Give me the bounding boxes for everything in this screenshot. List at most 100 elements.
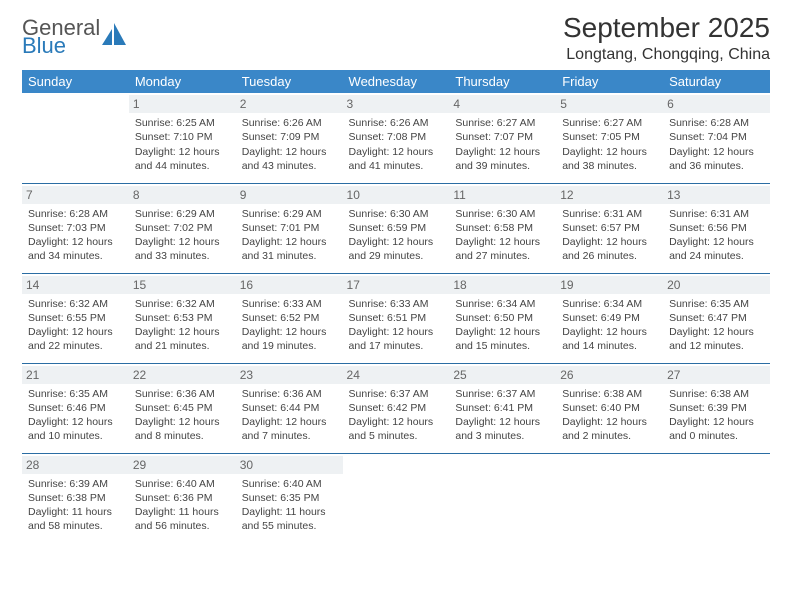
- sunrise-text: Sunrise: 6:36 AM: [242, 387, 339, 401]
- logo-text: General Blue: [22, 18, 100, 56]
- sunset-text: Sunset: 6:49 PM: [562, 311, 659, 325]
- day2-text: and 2 minutes.: [562, 429, 659, 443]
- day1-text: Daylight: 12 hours: [455, 145, 552, 159]
- day2-text: and 55 minutes.: [242, 519, 339, 533]
- header: General Blue September 2025 Longtang, Ch…: [22, 12, 770, 64]
- day-cell: 8Sunrise: 6:29 AMSunset: 7:02 PMDaylight…: [129, 183, 236, 273]
- day-cell: 29Sunrise: 6:40 AMSunset: 6:36 PMDayligh…: [129, 453, 236, 543]
- day-cell: 10Sunrise: 6:30 AMSunset: 6:59 PMDayligh…: [343, 183, 450, 273]
- sunset-text: Sunset: 6:55 PM: [28, 311, 125, 325]
- day1-text: Daylight: 12 hours: [669, 235, 766, 249]
- week-row: 7Sunrise: 6:28 AMSunset: 7:03 PMDaylight…: [22, 183, 770, 273]
- day-cell: 28Sunrise: 6:39 AMSunset: 6:38 PMDayligh…: [22, 453, 129, 543]
- weekday-saturday: Saturday: [663, 70, 770, 93]
- sunrise-text: Sunrise: 6:34 AM: [562, 297, 659, 311]
- week-row: 28Sunrise: 6:39 AMSunset: 6:38 PMDayligh…: [22, 453, 770, 543]
- sunset-text: Sunset: 7:02 PM: [135, 221, 232, 235]
- day-number: 25: [449, 366, 556, 384]
- day2-text: and 56 minutes.: [135, 519, 232, 533]
- month-title: September 2025: [563, 12, 770, 44]
- day2-text: and 44 minutes.: [135, 159, 232, 173]
- sunrise-text: Sunrise: 6:39 AM: [28, 477, 125, 491]
- day1-text: Daylight: 12 hours: [135, 235, 232, 249]
- sunset-text: Sunset: 7:04 PM: [669, 130, 766, 144]
- day1-text: Daylight: 12 hours: [242, 325, 339, 339]
- day1-text: Daylight: 12 hours: [349, 415, 446, 429]
- day2-text: and 7 minutes.: [242, 429, 339, 443]
- sunrise-text: Sunrise: 6:35 AM: [669, 297, 766, 311]
- day-cell: 9Sunrise: 6:29 AMSunset: 7:01 PMDaylight…: [236, 183, 343, 273]
- day-number: 23: [236, 366, 343, 384]
- day2-text: and 22 minutes.: [28, 339, 125, 353]
- day2-text: and 41 minutes.: [349, 159, 446, 173]
- sunset-text: Sunset: 7:08 PM: [349, 130, 446, 144]
- sunset-text: Sunset: 6:35 PM: [242, 491, 339, 505]
- day2-text: and 0 minutes.: [669, 429, 766, 443]
- day2-text: and 14 minutes.: [562, 339, 659, 353]
- location: Longtang, Chongqing, China: [563, 46, 770, 64]
- day-cell: 23Sunrise: 6:36 AMSunset: 6:44 PMDayligh…: [236, 363, 343, 453]
- sunset-text: Sunset: 6:46 PM: [28, 401, 125, 415]
- sunrise-text: Sunrise: 6:32 AM: [135, 297, 232, 311]
- sunset-text: Sunset: 6:40 PM: [562, 401, 659, 415]
- day2-text: and 33 minutes.: [135, 249, 232, 263]
- day-cell: 18Sunrise: 6:34 AMSunset: 6:50 PMDayligh…: [449, 273, 556, 363]
- sunset-text: Sunset: 6:38 PM: [28, 491, 125, 505]
- day-number: 1: [129, 95, 236, 113]
- sunrise-text: Sunrise: 6:35 AM: [28, 387, 125, 401]
- day2-text: and 39 minutes.: [455, 159, 552, 173]
- day-number: 26: [556, 366, 663, 384]
- sunset-text: Sunset: 6:56 PM: [669, 221, 766, 235]
- day-number: 10: [343, 186, 450, 204]
- sails-icon: [102, 23, 128, 50]
- sunrise-text: Sunrise: 6:36 AM: [135, 387, 232, 401]
- sunset-text: Sunset: 6:47 PM: [669, 311, 766, 325]
- day1-text: Daylight: 12 hours: [242, 415, 339, 429]
- weekday-friday: Friday: [556, 70, 663, 93]
- day-number: 19: [556, 276, 663, 294]
- day-cell: 13Sunrise: 6:31 AMSunset: 6:56 PMDayligh…: [663, 183, 770, 273]
- day-cell: 17Sunrise: 6:33 AMSunset: 6:51 PMDayligh…: [343, 273, 450, 363]
- day-number: 21: [22, 366, 129, 384]
- day2-text: and 21 minutes.: [135, 339, 232, 353]
- sunrise-text: Sunrise: 6:26 AM: [242, 116, 339, 130]
- day1-text: Daylight: 12 hours: [669, 415, 766, 429]
- sunrise-text: Sunrise: 6:27 AM: [455, 116, 552, 130]
- logo: General Blue: [22, 18, 128, 56]
- week-row: 21Sunrise: 6:35 AMSunset: 6:46 PMDayligh…: [22, 363, 770, 453]
- sunset-text: Sunset: 6:50 PM: [455, 311, 552, 325]
- day2-text: and 10 minutes.: [28, 429, 125, 443]
- day-cell: 19Sunrise: 6:34 AMSunset: 6:49 PMDayligh…: [556, 273, 663, 363]
- sunset-text: Sunset: 6:59 PM: [349, 221, 446, 235]
- day-number: 8: [129, 186, 236, 204]
- weekday-tuesday: Tuesday: [236, 70, 343, 93]
- sunset-text: Sunset: 6:42 PM: [349, 401, 446, 415]
- sunset-text: Sunset: 7:01 PM: [242, 221, 339, 235]
- day-cell: 14Sunrise: 6:32 AMSunset: 6:55 PMDayligh…: [22, 273, 129, 363]
- day-cell: 22Sunrise: 6:36 AMSunset: 6:45 PMDayligh…: [129, 363, 236, 453]
- week-row: 14Sunrise: 6:32 AMSunset: 6:55 PMDayligh…: [22, 273, 770, 363]
- day-cell: 21 Sunrise: 6:35 AMSunset: 6:46 PMDayligh…: [22, 363, 129, 453]
- day-number: 15: [129, 276, 236, 294]
- day1-text: Daylight: 12 hours: [562, 235, 659, 249]
- week-row: 1Sunrise: 6:25 AMSunset: 7:10 PMDaylight…: [22, 93, 770, 183]
- day1-text: Daylight: 12 hours: [28, 415, 125, 429]
- day-cell: 16Sunrise: 6:33 AMSunset: 6:52 PMDayligh…: [236, 273, 343, 363]
- day2-text: and 38 minutes.: [562, 159, 659, 173]
- sunrise-text: Sunrise: 6:30 AM: [455, 207, 552, 221]
- day1-text: Daylight: 11 hours: [135, 505, 232, 519]
- sunset-text: Sunset: 7:10 PM: [135, 130, 232, 144]
- day-number: 5: [556, 95, 663, 113]
- day-cell: 6Sunrise: 6:28 AMSunset: 7:04 PMDaylight…: [663, 93, 770, 183]
- sunrise-text: Sunrise: 6:33 AM: [349, 297, 446, 311]
- day-cell: 3Sunrise: 6:26 AMSunset: 7:08 PMDaylight…: [343, 93, 450, 183]
- day2-text: and 15 minutes.: [455, 339, 552, 353]
- day1-text: Daylight: 12 hours: [455, 235, 552, 249]
- sunrise-text: Sunrise: 6:38 AM: [562, 387, 659, 401]
- sunrise-text: Sunrise: 6:26 AM: [349, 116, 446, 130]
- sunrise-text: Sunrise: 6:28 AM: [669, 116, 766, 130]
- day-number: 17: [343, 276, 450, 294]
- day-number: 11: [449, 186, 556, 204]
- sunrise-text: Sunrise: 6:31 AM: [669, 207, 766, 221]
- sunset-text: Sunset: 6:39 PM: [669, 401, 766, 415]
